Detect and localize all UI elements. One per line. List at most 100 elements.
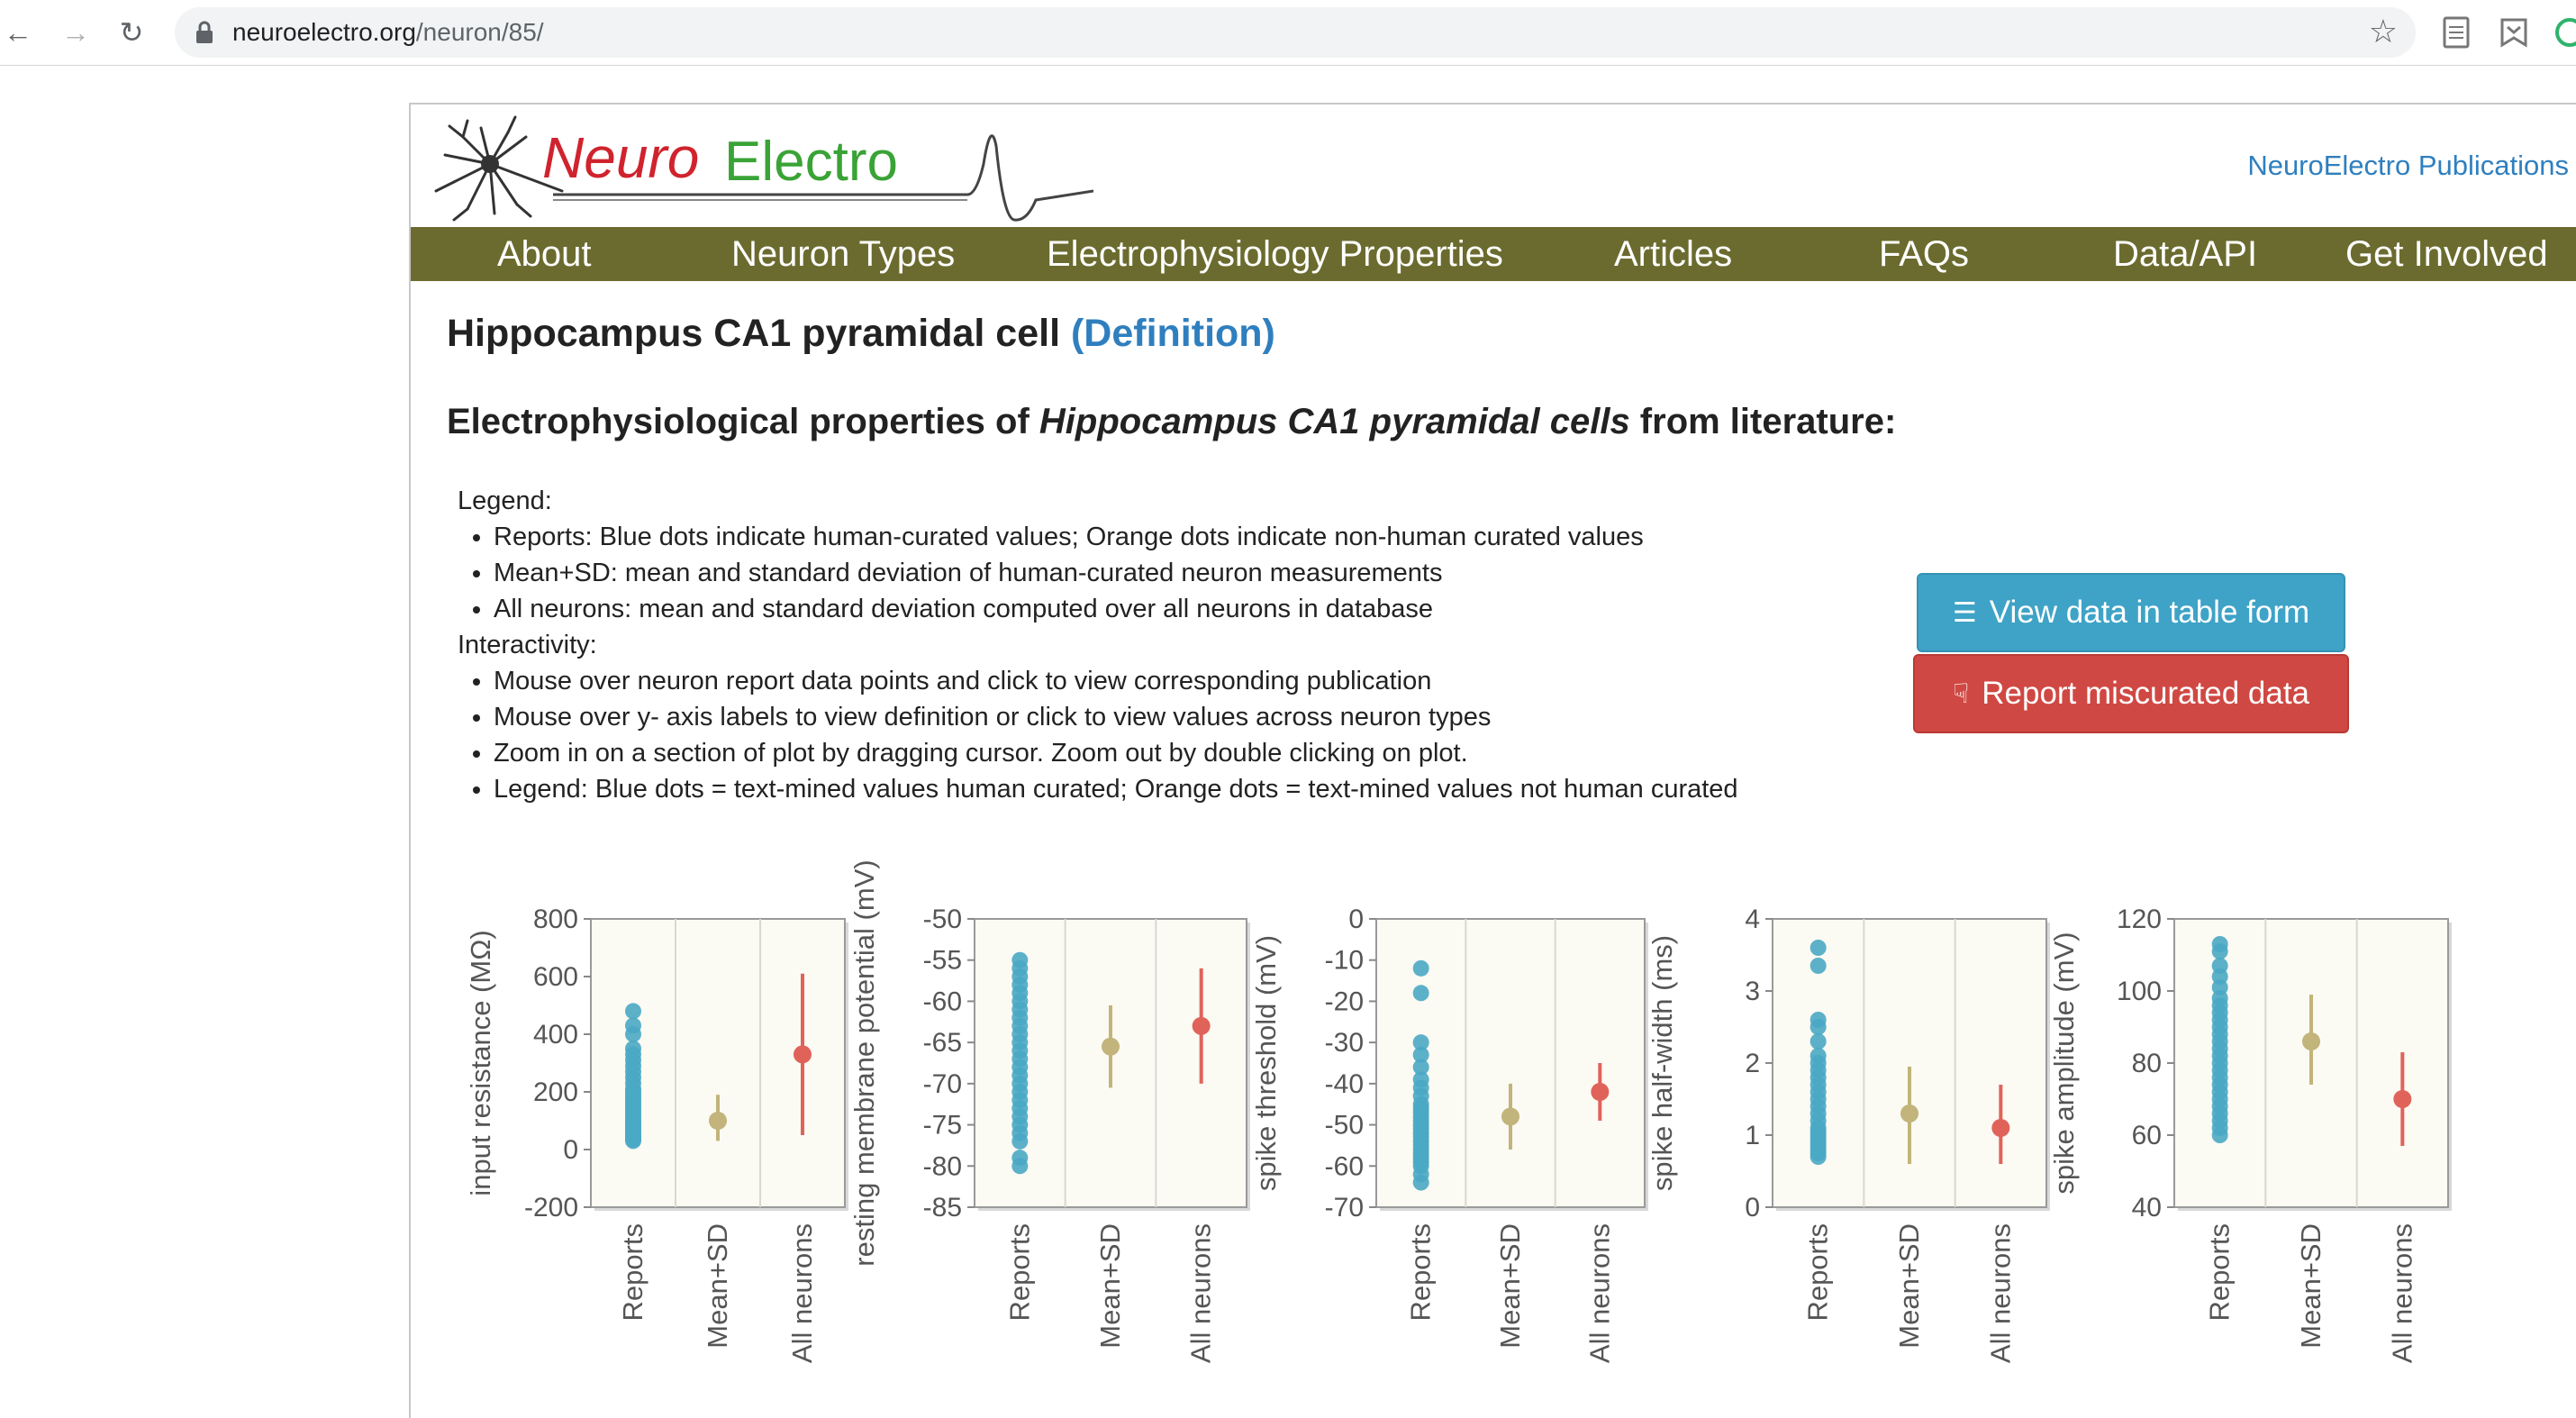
subtitle-suffix: from literature: <box>1629 402 1897 441</box>
report-point[interactable] <box>1412 1046 1429 1063</box>
subtitle-neuron-name: Hippocampus CA1 pyramidal cells <box>1039 402 1630 441</box>
report-point[interactable] <box>1412 1174 1429 1191</box>
menu-about[interactable]: About <box>497 234 592 274</box>
x-category-label: All neurons <box>2386 1223 2417 1363</box>
page-title: Hippocampus CA1 pyramidal cell (Definiti… <box>447 312 1275 356</box>
x-category-label: Mean+SD <box>702 1223 733 1349</box>
y-tick-label: -60 <box>923 986 962 1016</box>
all-neurons-point[interactable] <box>1591 1083 1610 1101</box>
y-tick-label: 4 <box>1745 904 1760 934</box>
neuron-title-text: Hippocampus CA1 pyramidal cell <box>447 312 1061 355</box>
report-label: Report miscurated data <box>1982 676 2310 711</box>
url-host: neuroelectro.org <box>232 18 416 46</box>
y-tick-label: -65 <box>923 1028 962 1058</box>
y-tick-label: -75 <box>923 1111 962 1141</box>
y-axis-label[interactable]: spike threshold (mV) <box>1250 935 1282 1191</box>
report-point[interactable] <box>1810 1019 1827 1035</box>
interactivity-item: Mouse over y- axis labels to view defini… <box>494 699 1738 735</box>
view-table-label: View data in table form <box>1989 595 2310 630</box>
y-tick-label: -85 <box>923 1193 962 1223</box>
legend-header: Legend: <box>458 486 552 515</box>
x-category-label: Reports <box>2204 1223 2236 1322</box>
shield-extension-icon[interactable] <box>2499 14 2529 50</box>
report-point[interactable] <box>625 1132 641 1150</box>
y-tick-label: 80 <box>2132 1049 2162 1078</box>
report-point[interactable] <box>1412 1034 1429 1051</box>
mean-sd-point[interactable] <box>2302 1032 2320 1050</box>
x-category-label: Mean+SD <box>2295 1223 2327 1349</box>
report-point[interactable] <box>1810 1033 1827 1050</box>
y-tick-label: 0 <box>1745 1193 1760 1223</box>
x-category-label: All neurons <box>1185 1223 1217 1363</box>
report-miscurated-button[interactable]: ☟ Report miscurated data <box>1913 654 2349 733</box>
x-category-label: Reports <box>617 1223 649 1322</box>
legend-item: Mean+SD: mean and standard deviation of … <box>494 555 1738 591</box>
y-tick-label: 60 <box>2132 1121 2162 1150</box>
url-path: /neuron/85/ <box>415 18 544 46</box>
green-extension-icon[interactable] <box>2554 14 2576 50</box>
definition-link[interactable]: (Definition) <box>1070 312 1275 355</box>
y-tick-label: -50 <box>923 904 962 934</box>
subtitle-prefix: Electrophysiological properties of <box>447 402 1039 441</box>
menu-articles[interactable]: Articles <box>1614 234 1733 274</box>
y-axis-label[interactable]: resting membrane potential (mV) <box>848 859 880 1266</box>
menu-ephys-properties[interactable]: Electrophysiology Properties <box>1047 234 1503 274</box>
report-point[interactable] <box>2211 1127 2228 1143</box>
list-icon: ☰ <box>1952 597 1977 628</box>
y-axis-label[interactable]: spike amplitude (mV) <box>2048 932 2080 1194</box>
y-tick-label: -50 <box>1325 1111 1364 1141</box>
section-subtitle: Electrophysiological properties of Hippo… <box>447 402 1896 442</box>
y-axis-label[interactable]: input resistance (MΩ) <box>465 930 496 1195</box>
y-tick-label: -20 <box>1325 986 1364 1016</box>
lock-icon <box>196 21 213 43</box>
document-extension-icon[interactable] <box>2441 14 2472 50</box>
y-tick-label: 400 <box>533 1020 578 1050</box>
address-bar[interactable]: neuroelectro.org/neuron/85/ ☆ <box>175 7 2416 58</box>
y-tick-label: -10 <box>1325 946 1364 976</box>
report-point[interactable] <box>1412 1059 1429 1076</box>
view-table-button[interactable]: ☰ View data in table form <box>1917 573 2345 652</box>
x-category-label: Mean+SD <box>1893 1223 1925 1349</box>
publications-link[interactable]: NeuroElectro Publications <box>2247 150 2569 181</box>
report-point[interactable] <box>625 1026 641 1042</box>
mean-sd-point[interactable] <box>1501 1107 1519 1126</box>
all-neurons-point[interactable] <box>1192 1016 1211 1035</box>
y-axis-label[interactable]: spike half-width (ms) <box>1646 935 1678 1191</box>
y-tick-label: 120 <box>2117 904 2162 934</box>
neuroelectro-logo[interactable]: Neuro Electro <box>427 110 1093 227</box>
forward-arrow-icon[interactable]: → <box>61 15 90 49</box>
thumbs-down-icon: ☟ <box>1952 678 1970 709</box>
menu-neuron-types[interactable]: Neuron Types <box>731 234 956 274</box>
report-point[interactable] <box>1011 1158 1029 1175</box>
mean-sd-point[interactable] <box>1102 1037 1120 1056</box>
report-point[interactable] <box>2211 943 2228 959</box>
y-tick-label: 40 <box>2132 1193 2162 1223</box>
logo-neuro-text: Neuro <box>542 125 699 190</box>
report-point[interactable] <box>1011 1132 1029 1150</box>
url-text: neuroelectro.org/neuron/85/ <box>232 18 544 47</box>
report-point[interactable] <box>1412 985 1429 1002</box>
all-neurons-point[interactable] <box>1991 1119 2010 1137</box>
mean-sd-point[interactable] <box>1900 1104 1918 1123</box>
report-point[interactable] <box>1412 959 1429 977</box>
y-tick-label: 800 <box>533 904 578 934</box>
menu-get-involved[interactable]: Get Involved <box>2345 234 2548 274</box>
legend-list: Reports: Blue dots indicate human-curate… <box>458 519 1738 627</box>
menu-data-api[interactable]: Data/API <box>2113 234 2258 274</box>
x-category-label: All neurons <box>1984 1223 2016 1363</box>
back-arrow-icon[interactable]: ← <box>4 15 32 49</box>
all-neurons-point[interactable] <box>2393 1090 2412 1108</box>
menu-faqs[interactable]: FAQs <box>1879 234 1970 274</box>
bookmark-star-icon[interactable]: ☆ <box>2368 13 2398 50</box>
reload-icon[interactable]: ↻ <box>119 16 144 49</box>
report-point[interactable] <box>1810 958 1827 974</box>
y-tick-label: -60 <box>1325 1151 1364 1181</box>
y-tick-label: -80 <box>923 1151 962 1181</box>
report-point[interactable] <box>1810 1149 1827 1165</box>
all-neurons-point[interactable] <box>794 1045 812 1064</box>
y-tick-label: -55 <box>923 946 962 976</box>
mean-sd-point[interactable] <box>709 1112 727 1130</box>
report-point[interactable] <box>1810 940 1827 956</box>
report-point[interactable] <box>625 1003 641 1020</box>
